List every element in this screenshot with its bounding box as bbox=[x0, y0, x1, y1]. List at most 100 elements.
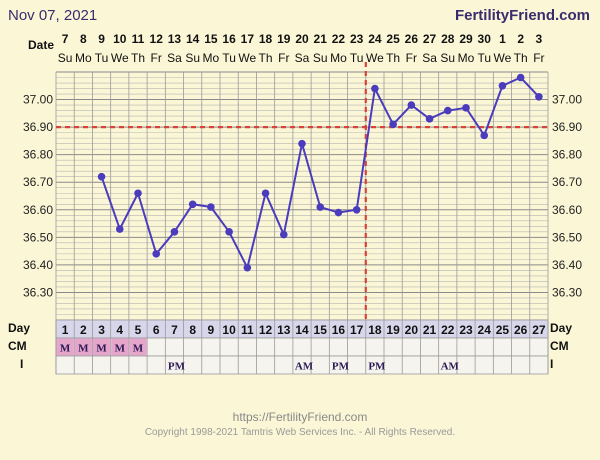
weekday-label: Fr bbox=[151, 51, 162, 65]
temperature-point bbox=[134, 189, 142, 198]
cycle-day-label: 25 bbox=[496, 323, 510, 337]
weekday-label: Su bbox=[313, 51, 328, 65]
brand-logo[interactable]: FertilityFriend.com bbox=[455, 7, 590, 24]
temperature-point bbox=[97, 172, 106, 181]
date-label: 23 bbox=[350, 32, 364, 46]
mucus-cell bbox=[129, 338, 147, 356]
temperature-point bbox=[243, 263, 252, 272]
temperature-point bbox=[443, 106, 452, 115]
temperature-segment bbox=[301, 143, 322, 208]
cycle-day-label: 26 bbox=[514, 323, 528, 337]
weekday-label: Fr bbox=[406, 51, 417, 65]
reference-lines bbox=[56, 62, 548, 320]
intercourse-marker: PM bbox=[368, 361, 386, 373]
temperature-point bbox=[334, 208, 343, 217]
temperature-point bbox=[389, 120, 397, 129]
temperature-segment bbox=[155, 231, 176, 255]
cycle-day-label: 7 bbox=[171, 323, 178, 337]
cm-row-label-right: CM bbox=[550, 339, 569, 353]
weekday-label: Tu bbox=[222, 51, 236, 65]
date-label: 20 bbox=[295, 32, 309, 46]
temperature-segment bbox=[392, 104, 413, 126]
mucus-code: M bbox=[115, 343, 126, 355]
cycle-day-label: 4 bbox=[116, 323, 123, 337]
footer-url[interactable]: https://FertilityFriend.com bbox=[233, 410, 368, 424]
temperature-segment bbox=[118, 192, 139, 230]
y-tick-label-right: 37.00 bbox=[552, 93, 582, 107]
day-row-label-right: Day bbox=[550, 321, 572, 335]
temperature-segment bbox=[519, 76, 540, 98]
cycle-day-label: 5 bbox=[135, 323, 142, 337]
weekday-label: Sa bbox=[295, 51, 310, 65]
temperature-segment bbox=[410, 104, 431, 120]
y-tick-label-right: 36.30 bbox=[552, 285, 582, 299]
day-row-label: Day bbox=[8, 321, 30, 335]
weekday-label: Tu bbox=[477, 51, 491, 65]
cycle-day-label: 24 bbox=[478, 323, 492, 337]
weekday-label: Su bbox=[58, 51, 73, 65]
date-label: 30 bbox=[478, 32, 492, 46]
x-axis-labels: 7Su8Mo9Tu10We11Th12Fr13Sa14Su15Mo16Tu17W… bbox=[56, 32, 546, 373]
date-label: 8 bbox=[80, 32, 87, 46]
weekday-label: Mo bbox=[330, 51, 347, 65]
mucus-cell bbox=[92, 338, 111, 356]
intercourse-marker: AM bbox=[295, 361, 314, 373]
weekday-label: Th bbox=[131, 51, 145, 65]
date-label: 12 bbox=[150, 32, 164, 46]
footer-copyright: Copyright 1998-2021 Tamtris Web Services… bbox=[145, 427, 455, 438]
cycle-day-label: 12 bbox=[259, 323, 273, 337]
y-tick-label: 36.80 bbox=[23, 148, 53, 162]
temperature-point bbox=[371, 84, 379, 93]
temperature-point bbox=[425, 115, 434, 123]
weekday-label: Th bbox=[514, 51, 528, 65]
date-row-label: Date bbox=[28, 38, 54, 52]
temperature-point bbox=[152, 250, 161, 258]
cycle-day-label: 27 bbox=[532, 323, 546, 337]
weekday-label: Th bbox=[259, 51, 273, 65]
temperature-point bbox=[225, 228, 233, 236]
temperature-segment bbox=[173, 203, 194, 233]
temperature-point bbox=[316, 203, 325, 211]
y-tick-label-right: 36.70 bbox=[552, 175, 582, 189]
y-tick-label-right: 36.50 bbox=[552, 230, 582, 244]
date-label: 19 bbox=[277, 32, 291, 46]
temperature-point bbox=[279, 230, 288, 239]
date-label: 10 bbox=[113, 32, 127, 46]
temperature-segment bbox=[210, 206, 230, 233]
cycle-day-label: 15 bbox=[314, 323, 328, 337]
mucus-cell bbox=[56, 338, 74, 356]
date-label: 2 bbox=[517, 32, 524, 46]
cycle-day-label: 20 bbox=[405, 323, 419, 337]
weekday-label: Fr bbox=[533, 51, 544, 65]
date-label: 11 bbox=[132, 32, 145, 46]
intercourse-marker: PM bbox=[332, 361, 350, 373]
cycle-day-label: 16 bbox=[332, 323, 346, 337]
y-tick-label: 37.00 bbox=[23, 93, 53, 107]
temperature-point bbox=[298, 139, 306, 148]
temperature-series bbox=[97, 73, 543, 272]
weekday-label: Mo bbox=[75, 51, 92, 65]
cycle-day-label: 22 bbox=[441, 323, 455, 337]
date-label: 1 bbox=[499, 32, 506, 46]
cycle-day-label: 3 bbox=[98, 323, 105, 337]
temperature-segment bbox=[246, 193, 267, 268]
cycle-day-label: 6 bbox=[153, 323, 160, 337]
date-label: 24 bbox=[368, 32, 382, 46]
date-label: 13 bbox=[168, 32, 182, 46]
y-tick-label-right: 36.60 bbox=[552, 203, 582, 217]
weekday-label: Th bbox=[386, 51, 400, 65]
temperature-point bbox=[516, 73, 525, 82]
temperature-point bbox=[207, 203, 215, 211]
temperature-point bbox=[498, 81, 507, 90]
temperature-point bbox=[352, 205, 361, 214]
y-tick-label-right: 36.80 bbox=[552, 148, 582, 162]
temperature-point bbox=[480, 131, 489, 140]
intercourse-row-label: I bbox=[20, 357, 23, 371]
cycle-day-label: 19 bbox=[386, 323, 400, 337]
temperature-point bbox=[462, 104, 470, 112]
cm-row-label: CM bbox=[8, 339, 27, 353]
temperature-segment bbox=[282, 143, 303, 235]
intercourse-marker: PM bbox=[168, 361, 186, 373]
cycle-day-label: 13 bbox=[277, 323, 291, 337]
